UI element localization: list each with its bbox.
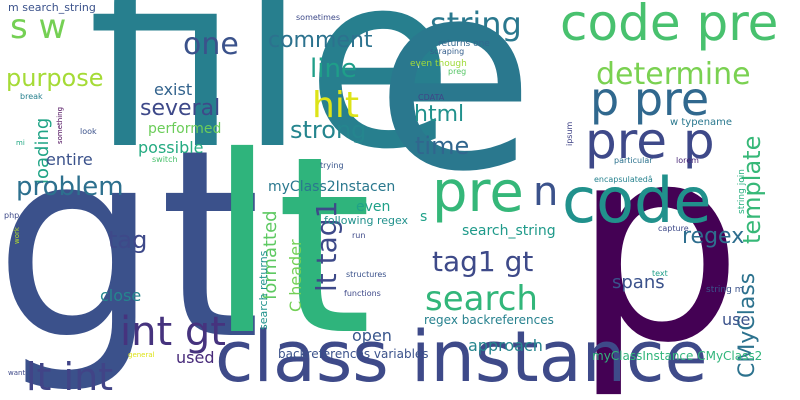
word-comment: comment — [268, 28, 373, 53]
word-look: look — [80, 127, 97, 136]
word-use: use — [722, 310, 751, 329]
word-even-though: even though — [410, 59, 467, 69]
word-c-header: C header — [286, 239, 305, 312]
word-s-small: s — [420, 209, 428, 225]
word-tag1-gt: tag1 gt — [432, 245, 534, 278]
word-gt-big: gt — [0, 95, 261, 397]
word-cdata: CDATA — [418, 93, 445, 102]
word-search-returns: search returns — [257, 250, 270, 330]
word-encapsulated: encapsulatedâ — [594, 175, 653, 184]
word-hit: hit — [312, 85, 359, 126]
word-php: php — [4, 211, 20, 220]
word-lorem: lorem — [676, 156, 699, 165]
word-myclass2instacen: myClass2Instacen — [268, 179, 396, 195]
word-code-pre: code pre — [560, 0, 779, 52]
word-regex-backreferences: regex backreferences — [424, 313, 554, 327]
word-general: general — [128, 351, 155, 359]
word-structures: structures — [346, 270, 387, 279]
word-p-pre-top: p pre — [590, 72, 710, 126]
word-capture: capture — [658, 224, 689, 233]
word-lt: lt — [208, 104, 373, 389]
word-string: string — [430, 5, 522, 43]
word-one: one — [183, 27, 239, 62]
word-break: break — [20, 92, 43, 101]
word-m-search-string: m search_string — [8, 1, 96, 14]
word-pre-p: pre p — [585, 112, 715, 170]
word-string-m: string m — [706, 285, 744, 295]
word-preg: preg — [448, 67, 467, 76]
word-e-big: e — [375, 0, 535, 229]
word-run: run — [352, 231, 366, 240]
word-open: open — [352, 326, 392, 345]
word-ipsum: ipsum — [565, 121, 574, 146]
word-returns-one: returns one — [438, 39, 490, 49]
word-time: time — [415, 132, 470, 160]
word-particular: particular — [614, 156, 653, 165]
word-search-string: search_string — [462, 223, 556, 239]
word-text: text — [652, 269, 668, 278]
word-functions: functions — [344, 289, 381, 298]
word-used: used — [176, 348, 215, 367]
word-exist: exist — [154, 80, 193, 99]
word-trying: trying — [320, 161, 344, 170]
word-n: n — [533, 169, 559, 215]
word-line: line — [310, 54, 357, 84]
word-scraping: scraping — [430, 47, 465, 56]
word-performed: performed — [148, 121, 222, 137]
word-mi: mi — [16, 139, 25, 147]
word-lt-int: lt int — [26, 355, 114, 399]
word-possible: possible — [138, 138, 204, 157]
word-spans: spans — [612, 272, 665, 293]
word-following-regex: following regex — [324, 214, 409, 227]
word-sometimes: sometimes — [296, 13, 341, 22]
word-p-big: p — [572, 87, 744, 400]
word-search: search — [425, 279, 538, 319]
word-string-join: string join — [737, 169, 747, 214]
word-pre: pre — [432, 160, 524, 225]
word-strong: strong — [290, 116, 367, 144]
word-approach: approach — [468, 336, 543, 355]
word-even: even — [356, 199, 391, 215]
word-backreferences-variables: backreferences variables — [278, 347, 429, 361]
word-entire: entire — [46, 150, 93, 169]
word-html: html — [414, 102, 465, 127]
word-class-instance: class instance — [215, 316, 708, 398]
word-sw: s w — [10, 7, 67, 47]
word-problem: problem — [16, 172, 124, 202]
word-something: something — [56, 106, 64, 144]
word-code: code — [562, 164, 712, 237]
word-purpose: purpose — [6, 64, 104, 92]
word-several: several — [140, 96, 221, 121]
word-want: want — [8, 369, 26, 377]
word-determine: determine — [596, 57, 751, 92]
word-tag: tag — [108, 226, 148, 254]
word-int-gt: int gt — [120, 309, 226, 355]
word-close: close — [100, 286, 142, 305]
word-w-typename: w typename — [670, 117, 733, 128]
word-work: work — [13, 227, 21, 244]
word-switch: switch — [152, 155, 178, 164]
word-regex: regex — [682, 224, 745, 249]
word-file: file — [88, 0, 454, 202]
word-myclassinstance: myClassInstance CMyClass2 — [592, 349, 763, 363]
